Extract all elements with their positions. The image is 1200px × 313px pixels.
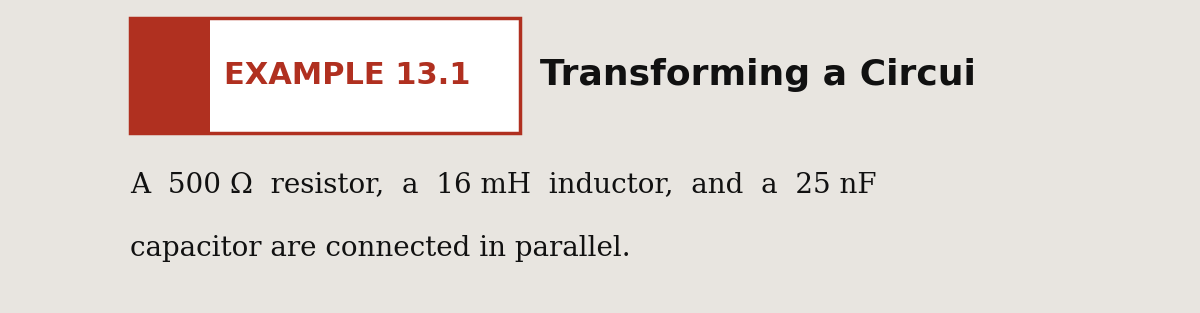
Text: A  500 Ω  resistor,  a  16 mH  inductor,  and  a  25 nF: A 500 Ω resistor, a 16 mH inductor, and … bbox=[130, 172, 876, 198]
Text: capacitor are connected in parallel.: capacitor are connected in parallel. bbox=[130, 234, 631, 261]
FancyBboxPatch shape bbox=[130, 18, 210, 133]
Text: EXAMPLE 13.1: EXAMPLE 13.1 bbox=[224, 61, 470, 90]
FancyBboxPatch shape bbox=[130, 18, 520, 133]
Text: Transforming a Circui: Transforming a Circui bbox=[540, 58, 976, 92]
